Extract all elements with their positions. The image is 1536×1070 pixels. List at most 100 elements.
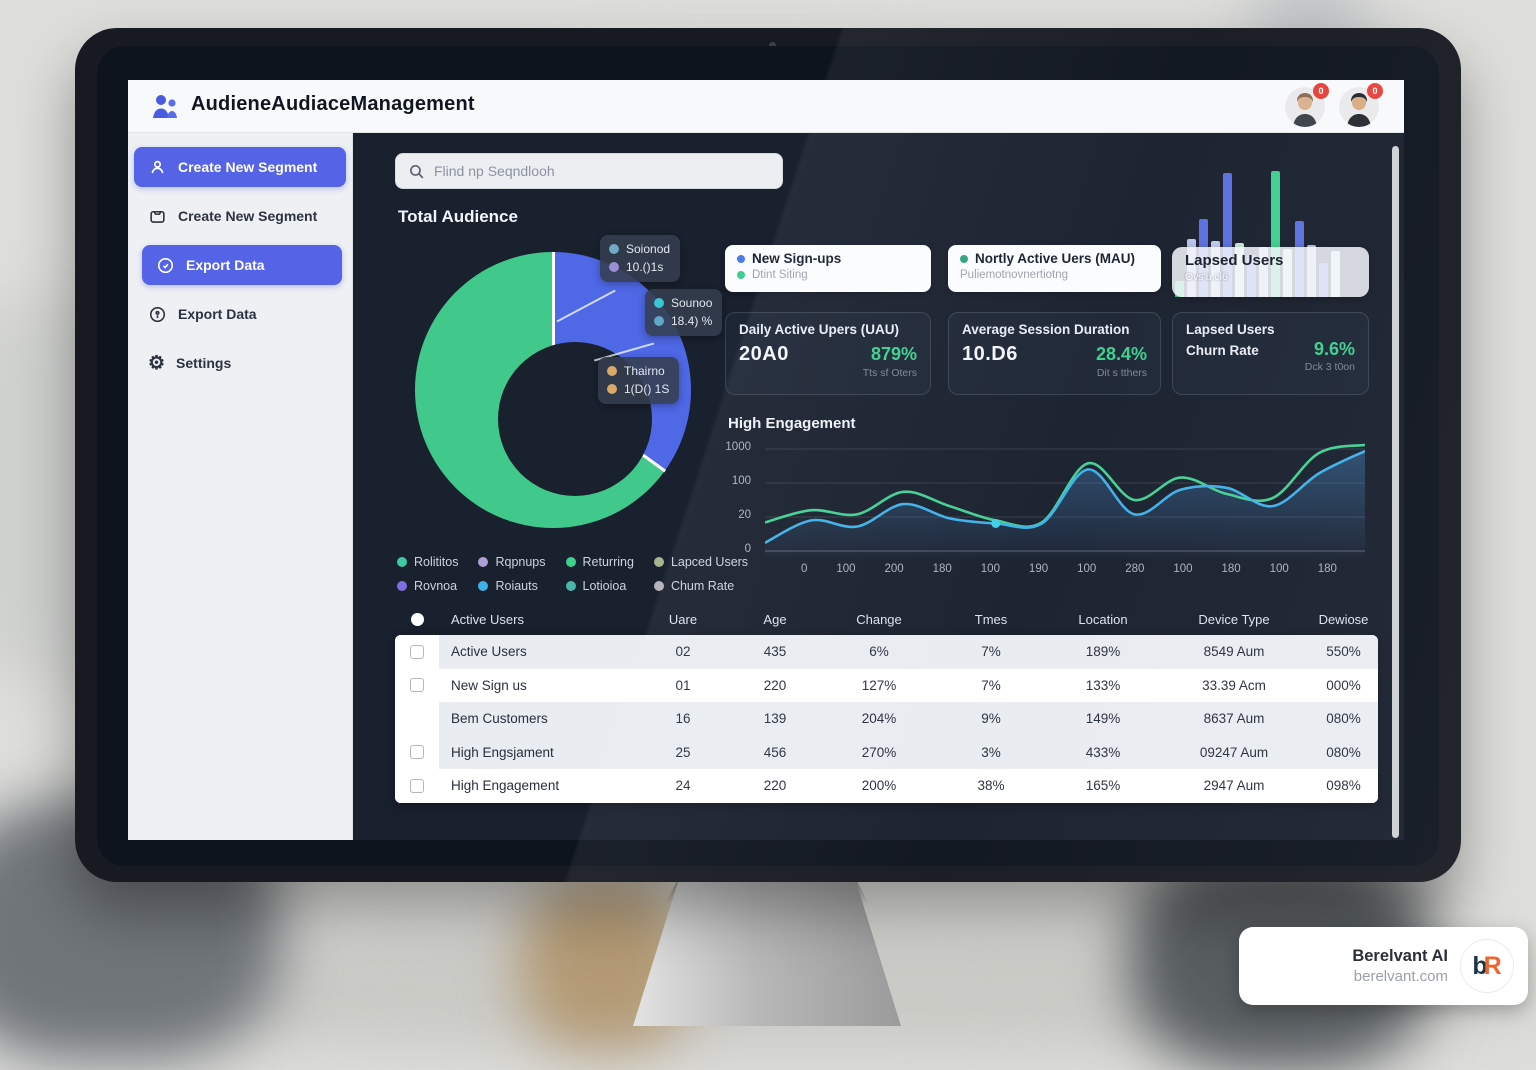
table-row[interactable]: Active Users 02 435 6% 7% 189% 8549 Aum …: [395, 635, 1378, 669]
cell-value: 270%: [861, 744, 897, 760]
user-avatar[interactable]: 0: [1339, 83, 1383, 127]
x-tick-label: 100: [980, 563, 1000, 575]
kpi-title: Daily Active Upers (UAU): [739, 322, 900, 337]
clock-icon: [157, 257, 174, 273]
legend-label: Rolititos: [414, 555, 459, 569]
row-checkbox[interactable]: [410, 644, 424, 659]
table-row[interactable]: High Engsjament 25 456 270% 3% 433% 0924…: [395, 735, 1378, 769]
tooltip-dot: [654, 316, 664, 326]
sidebar-item-export-data[interactable]: Export Data: [134, 294, 346, 334]
y-tick-label: 20: [738, 509, 751, 521]
cell-value: 080%: [1326, 711, 1361, 727]
sidebar-item-export-data-primary[interactable]: Export Data: [142, 245, 342, 285]
legend-dot: [478, 581, 489, 591]
cell-value: 6%: [869, 644, 889, 660]
cell-value: 200%: [861, 778, 897, 794]
cell-value: 550%: [1326, 644, 1361, 660]
status-dot: [960, 254, 968, 263]
legend-label: Returring: [582, 555, 634, 569]
status-dot: [737, 254, 745, 263]
cell-name: High Engsjament: [451, 744, 554, 760]
row-checkbox[interactable]: [410, 778, 424, 793]
monitor-stand: [633, 880, 901, 1026]
legend-item: Rqpnups: [478, 555, 546, 569]
gear-icon: ⚙: [148, 352, 166, 374]
row-checkbox[interactable]: [410, 745, 424, 760]
row-checkbox[interactable]: [410, 678, 424, 693]
column-header[interactable]: Change: [856, 611, 902, 627]
table-row[interactable]: Bem Customers 16 139 204% 9% 149% 8637 A…: [395, 702, 1378, 736]
kpi-note: Dck 3 t0on: [1304, 361, 1355, 373]
search-icon: [409, 164, 424, 178]
sidebar-item-label: Create New Segment: [178, 208, 318, 224]
card-monthly-active-users[interactable]: Nortly Active Uers (MAU) Puliemotnovnert…: [948, 245, 1161, 292]
kpi-value: 10.D6: [962, 343, 1018, 365]
legend-dot: [397, 581, 407, 591]
cell-value: 000%: [1326, 677, 1361, 693]
kpi-delta: 9.6%: [1313, 339, 1355, 359]
cell-value: 25: [675, 744, 691, 760]
line-chart-title: High Engagement: [728, 415, 856, 432]
select-all-radio[interactable]: [410, 612, 424, 626]
vertical-scrollbar[interactable]: [1392, 146, 1399, 838]
user-avatar[interactable]: 0: [1285, 83, 1329, 127]
brand-name: Berelvant AI: [1352, 947, 1448, 965]
legend-dot: [653, 581, 664, 591]
sidebar-item-create-segment[interactable]: Create New Segment: [134, 196, 346, 236]
x-tick-label: 180: [1317, 563, 1337, 575]
cell-value: 133%: [1085, 677, 1121, 693]
sidebar-item-label: Export Data: [178, 306, 257, 322]
card-subtitle: Dtint Siting: [752, 269, 808, 281]
column-header[interactable]: Location: [1078, 611, 1128, 627]
notification-badge: 0: [1313, 83, 1329, 99]
card-new-signups[interactable]: New Sign-ups Dtint Siting: [725, 245, 931, 292]
kpi-title: Lapsed Users: [1186, 322, 1275, 337]
tooltip-label: Sounoo: [671, 296, 713, 310]
legend-item: Rolititos: [397, 555, 458, 569]
tooltip-value: 18.4) %: [671, 314, 713, 328]
column-header[interactable]: Age: [763, 611, 787, 627]
table-row[interactable]: New Sign us 01 220 127% 7% 133% 33.39 Ac…: [395, 668, 1378, 702]
slice-divider: [551, 252, 555, 390]
line-chart: [764, 439, 1366, 557]
cell-value: 24: [675, 778, 691, 794]
sidebar-item-label: Create New Segment: [178, 159, 318, 175]
kpi-avg-session-duration[interactable]: Average Session Duration 10.D6 28.4% Dit…: [948, 312, 1161, 395]
kpi-title: Average Session Duration: [962, 322, 1130, 337]
column-header[interactable]: Dewiose: [1318, 611, 1369, 627]
card-lapsed-users[interactable]: Lapsed Users Ovs'u.cl6: [1172, 247, 1369, 297]
cell-value: 433%: [1085, 744, 1121, 760]
table-row[interactable]: High Engagement 24 220 200% 38% 165% 294…: [395, 769, 1378, 803]
cell-value: 02: [675, 644, 691, 660]
legend-label: Lotioioa: [582, 579, 627, 593]
x-tick-label: 180: [932, 563, 952, 575]
bar: [1223, 173, 1232, 297]
sidebar-item-create-segment-primary[interactable]: Create New Segment: [134, 147, 346, 187]
donut-tooltip: Thairno 1(D() 1S: [598, 357, 680, 404]
column-header[interactable]: Device Type: [1198, 611, 1270, 627]
column-header[interactable]: Tmes: [974, 611, 1008, 627]
x-tick-label: 200: [884, 563, 904, 575]
notification-badge: 0: [1367, 83, 1383, 99]
column-header[interactable]: Active Users: [451, 611, 524, 627]
brand-url[interactable]: berelvant.com: [1353, 968, 1448, 985]
card-subtitle: Ovs'u.cl6: [1185, 271, 1228, 283]
x-tick-label: 100: [1173, 563, 1193, 575]
x-tick-label: 100: [836, 563, 856, 575]
search-input[interactable]: [434, 163, 770, 179]
table-body: Active Users 02 435 6% 7% 189% 8549 Aum …: [395, 635, 1378, 803]
kpi-churn-rate[interactable]: Lapsed Users Churn Rate 9.6% Dck 3 t0on: [1172, 312, 1369, 395]
cell-value: 098%: [1326, 778, 1361, 794]
cell-value: 8637 Aum: [1203, 711, 1265, 727]
cell-value: 16: [675, 711, 691, 727]
kpi-daily-active-users[interactable]: Daily Active Upers (UAU) 20A0 879% Tts s…: [725, 312, 931, 395]
cell-value: 7%: [981, 677, 1001, 693]
column-header[interactable]: Uare: [668, 611, 698, 627]
legend-label: Chum Rate: [670, 579, 735, 593]
kpi-note: Tts sf Oters: [862, 367, 917, 379]
donut-tooltip: Soionod 10.()1s: [600, 235, 681, 282]
tooltip-dot: [607, 366, 617, 376]
search-bar[interactable]: [395, 153, 783, 189]
sidebar-item-settings[interactable]: ⚙ Settings: [134, 343, 346, 383]
tooltip-value: 1(D() 1S: [624, 382, 670, 396]
